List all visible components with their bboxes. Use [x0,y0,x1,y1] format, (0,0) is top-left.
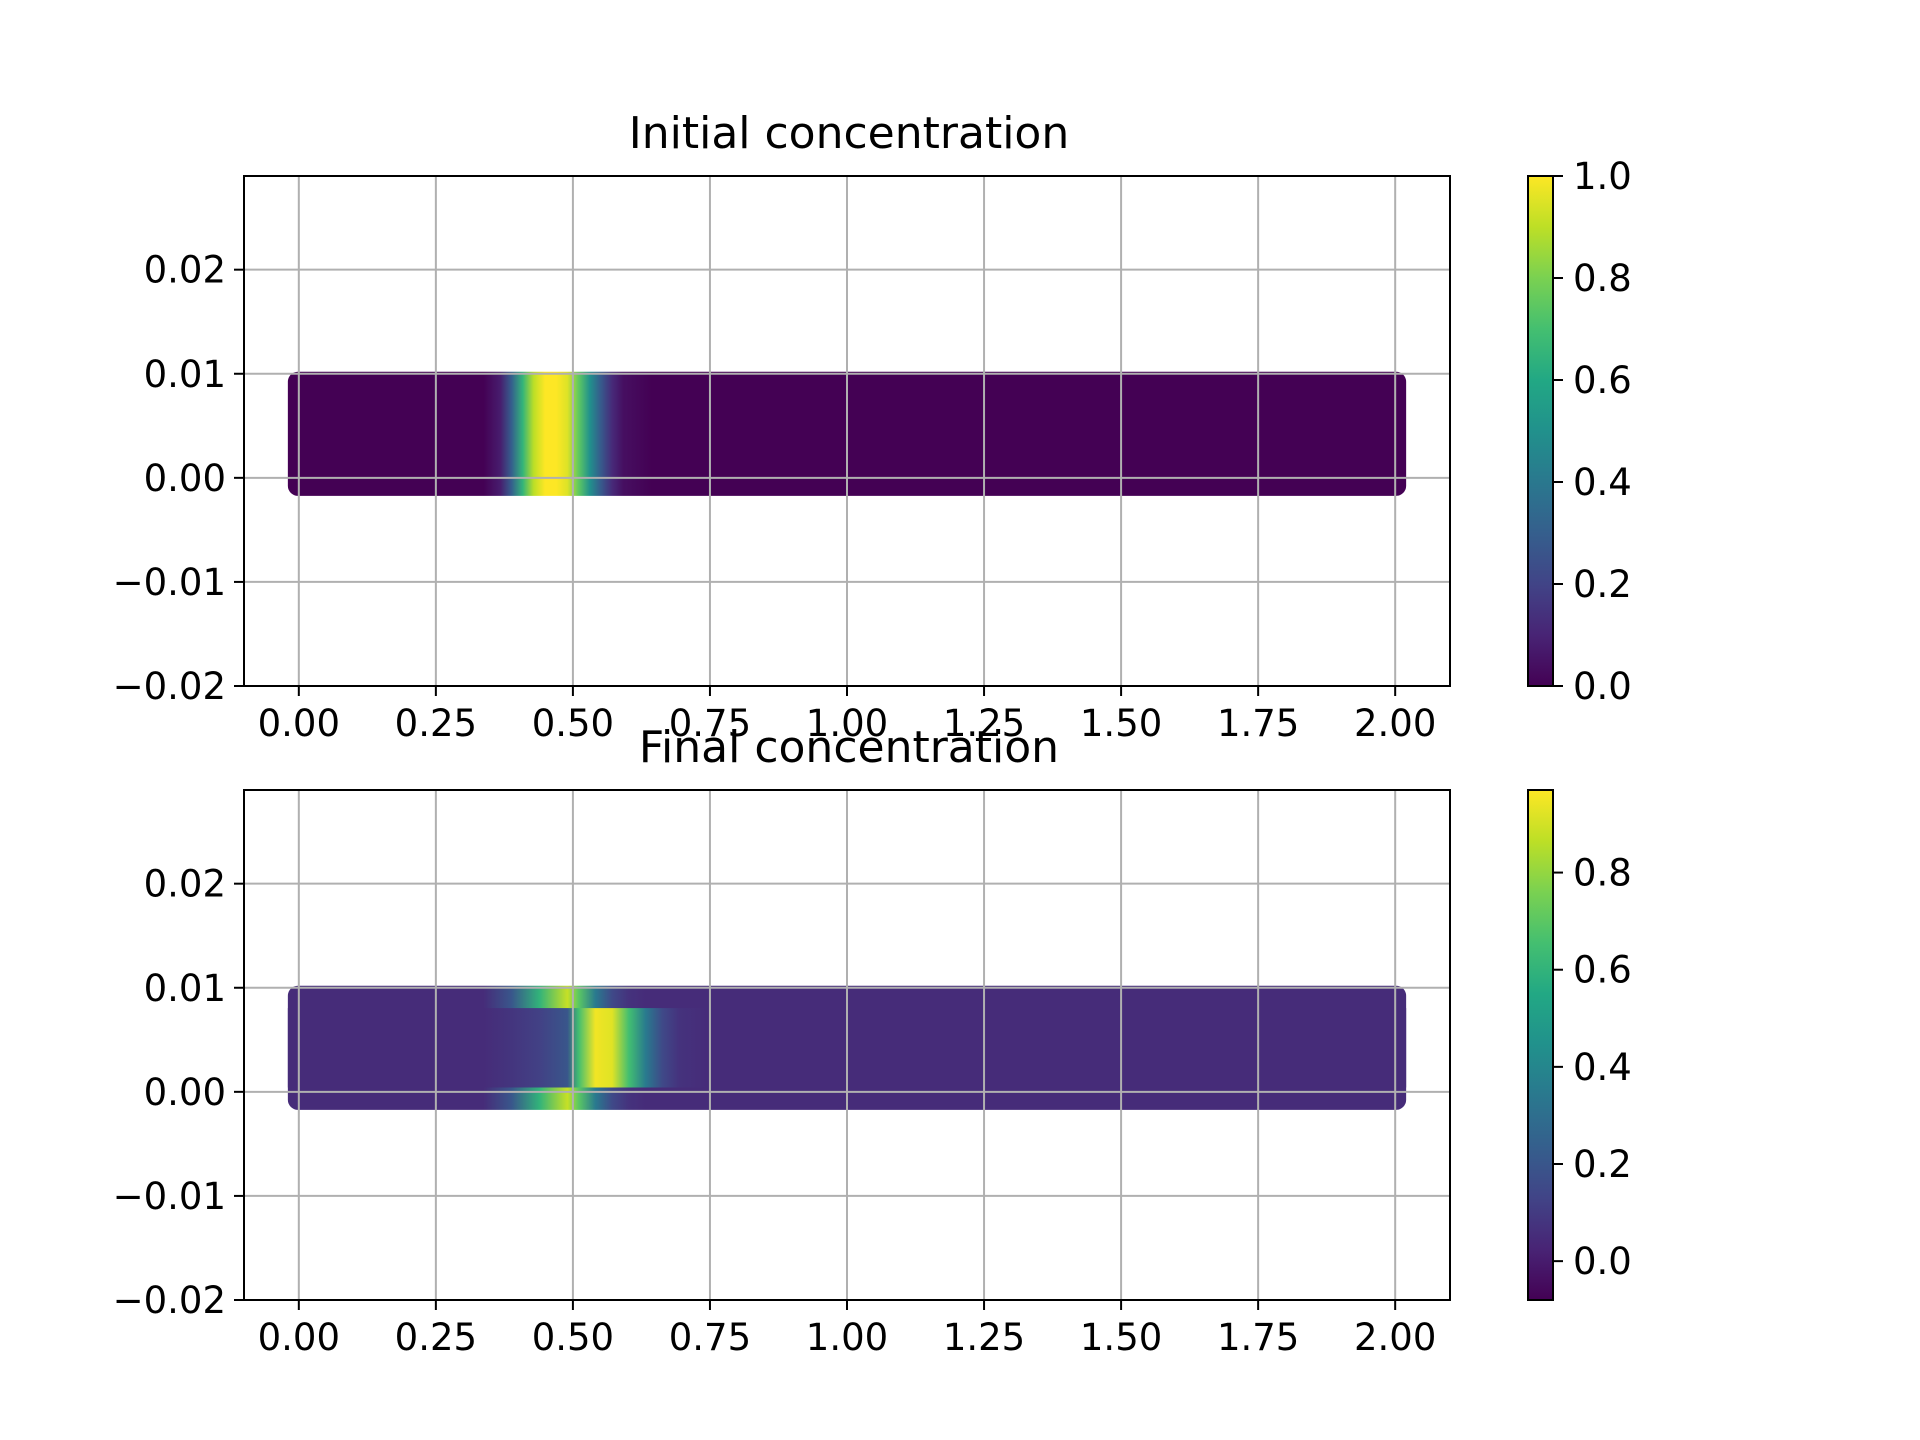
colorbar-tick-label: 0.8 [1573,852,1632,895]
colorbar [1527,789,1554,1301]
y-tick-label: −0.02 [113,665,226,708]
x-tick-label: 1.75 [1217,702,1299,745]
x-tick-label: 0.25 [395,1316,477,1359]
y-tick-label: −0.01 [113,561,226,604]
x-tick-label: 1.25 [943,702,1025,745]
colorbar-tick-label: 0.2 [1573,1143,1632,1186]
x-tick-label: 0.00 [258,702,340,745]
y-tick-label: 0.00 [144,457,226,500]
colorbar-tick-label: 0.6 [1573,949,1632,992]
y-tick-label: 0.02 [144,249,226,292]
y-tick-label: 0.00 [144,1071,226,1114]
x-tick-label: 2.00 [1354,702,1436,745]
x-tick-label: 0.50 [532,702,614,745]
x-tick-label: 1.00 [806,1316,888,1359]
chart-title: Initial concentration [629,108,1069,159]
x-tick-label: 1.00 [806,702,888,745]
x-tick-label: 0.50 [532,1316,614,1359]
chart-title: Final concentration [639,722,1059,773]
y-tick-label: 0.02 [144,863,226,906]
x-tick-label: 1.75 [1217,1316,1299,1359]
colorbar-tick-label: 1.0 [1573,155,1632,198]
colorbar [1527,175,1554,687]
colorbar-tick-label: 0.6 [1573,359,1632,402]
colorbar-tick-label: 0.2 [1573,563,1632,606]
x-tick-label: 1.25 [943,1316,1025,1359]
y-tick-label: 0.01 [144,353,226,396]
x-tick-label: 0.75 [669,1316,751,1359]
x-tick-label: 0.00 [258,1316,340,1359]
final-concentration-panel: 0.00 0.25 0.50 0.75 1.00 1.25 1.50 1.75 2.00 0.02… [113,722,1632,1359]
x-tick-label: 1.50 [1080,702,1162,745]
initial-concentration-panel: 0.00 0.25 0.50 0.75 1.00 1.25 1.50 1.75 2.00 0.02… [113,108,1632,745]
x-tick-label: 0.75 [669,702,751,745]
y-tick-label: −0.02 [113,1279,226,1322]
x-tick-label: 2.00 [1354,1316,1436,1359]
colorbar-tick-label: 0.4 [1573,461,1632,504]
y-tick-label: −0.01 [113,1175,226,1218]
y-tick-label: 0.01 [144,967,226,1010]
colorbar-tick-label: 0.0 [1573,1240,1632,1283]
x-tick-label: 1.50 [1080,1316,1162,1359]
colorbar-tick-label: 0.0 [1573,665,1632,708]
x-tick-label: 0.25 [395,702,477,745]
colorbar-tick-label: 0.8 [1573,257,1632,300]
colorbar-tick-label: 0.4 [1573,1046,1632,1089]
